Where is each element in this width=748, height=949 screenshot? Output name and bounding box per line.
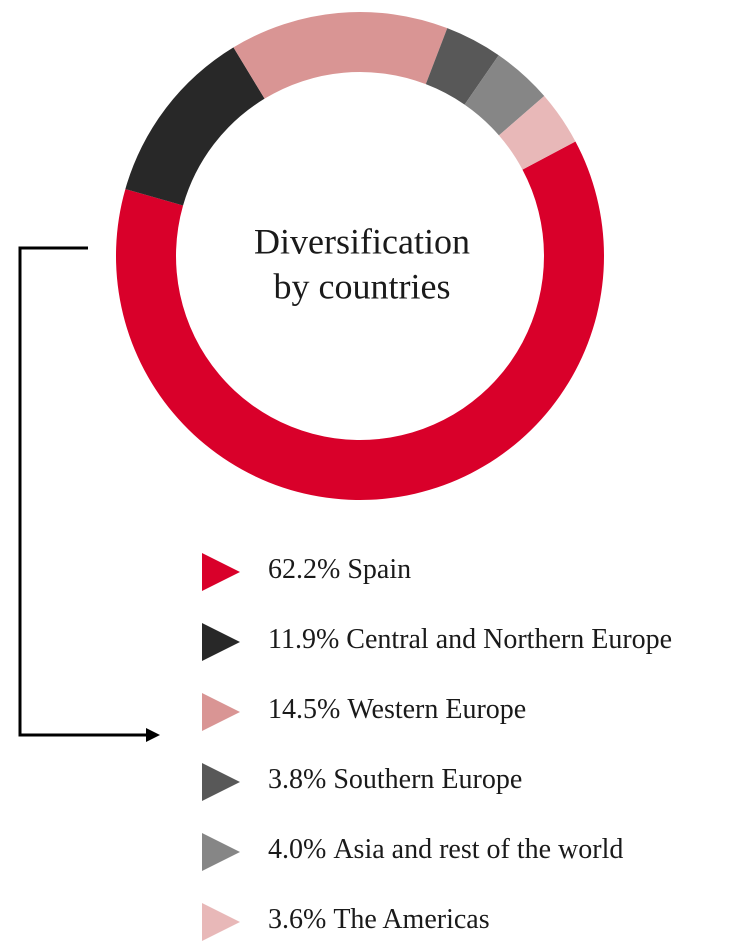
legend-marker: [202, 833, 240, 871]
legend-marker: [202, 903, 240, 941]
legend-value: 4.0%: [268, 834, 326, 865]
legend-marker: [202, 763, 240, 801]
legend-value: 14.5%: [268, 694, 340, 725]
bracket-arrow: [146, 728, 160, 742]
donut-segment: [425, 28, 499, 105]
center-title: Diversification: [254, 221, 470, 261]
legend-value: 62.2%: [268, 554, 340, 585]
legend-label: 62.2% Spain: [268, 554, 411, 585]
legend-name: Southern Europe: [333, 764, 522, 795]
legend-label: 3.6% The Americas: [268, 904, 490, 935]
legend-name: Western Europe: [347, 694, 526, 725]
legend-label: 14.5% Western Europe: [268, 694, 526, 725]
legend-label: 3.8% Southern Europe: [268, 764, 522, 795]
donut-segment: [498, 96, 576, 170]
legend-name: Asia and rest of the world: [333, 834, 623, 865]
donut-segment: [464, 55, 545, 136]
center-title: by countries: [274, 266, 451, 306]
legend-marker: [202, 693, 240, 731]
legend-name: The Americas: [333, 904, 489, 935]
bracket-line: [18, 246, 148, 737]
legend-name: Spain: [347, 554, 411, 585]
legend-marker: [202, 553, 240, 591]
donut-segment: [115, 141, 604, 501]
legend-label: 11.9% Central and Northern Europe: [268, 624, 672, 655]
legend-name: Central and Northern Europe: [346, 624, 672, 655]
donut-segment: [125, 47, 265, 206]
legend-value: 3.8%: [268, 764, 326, 795]
legend-marker: [202, 623, 240, 661]
legend-value: 11.9%: [268, 624, 339, 655]
donut-segment: [233, 12, 448, 99]
legend-value: 3.6%: [268, 904, 326, 935]
legend-label: 4.0% Asia and rest of the world: [268, 834, 623, 865]
